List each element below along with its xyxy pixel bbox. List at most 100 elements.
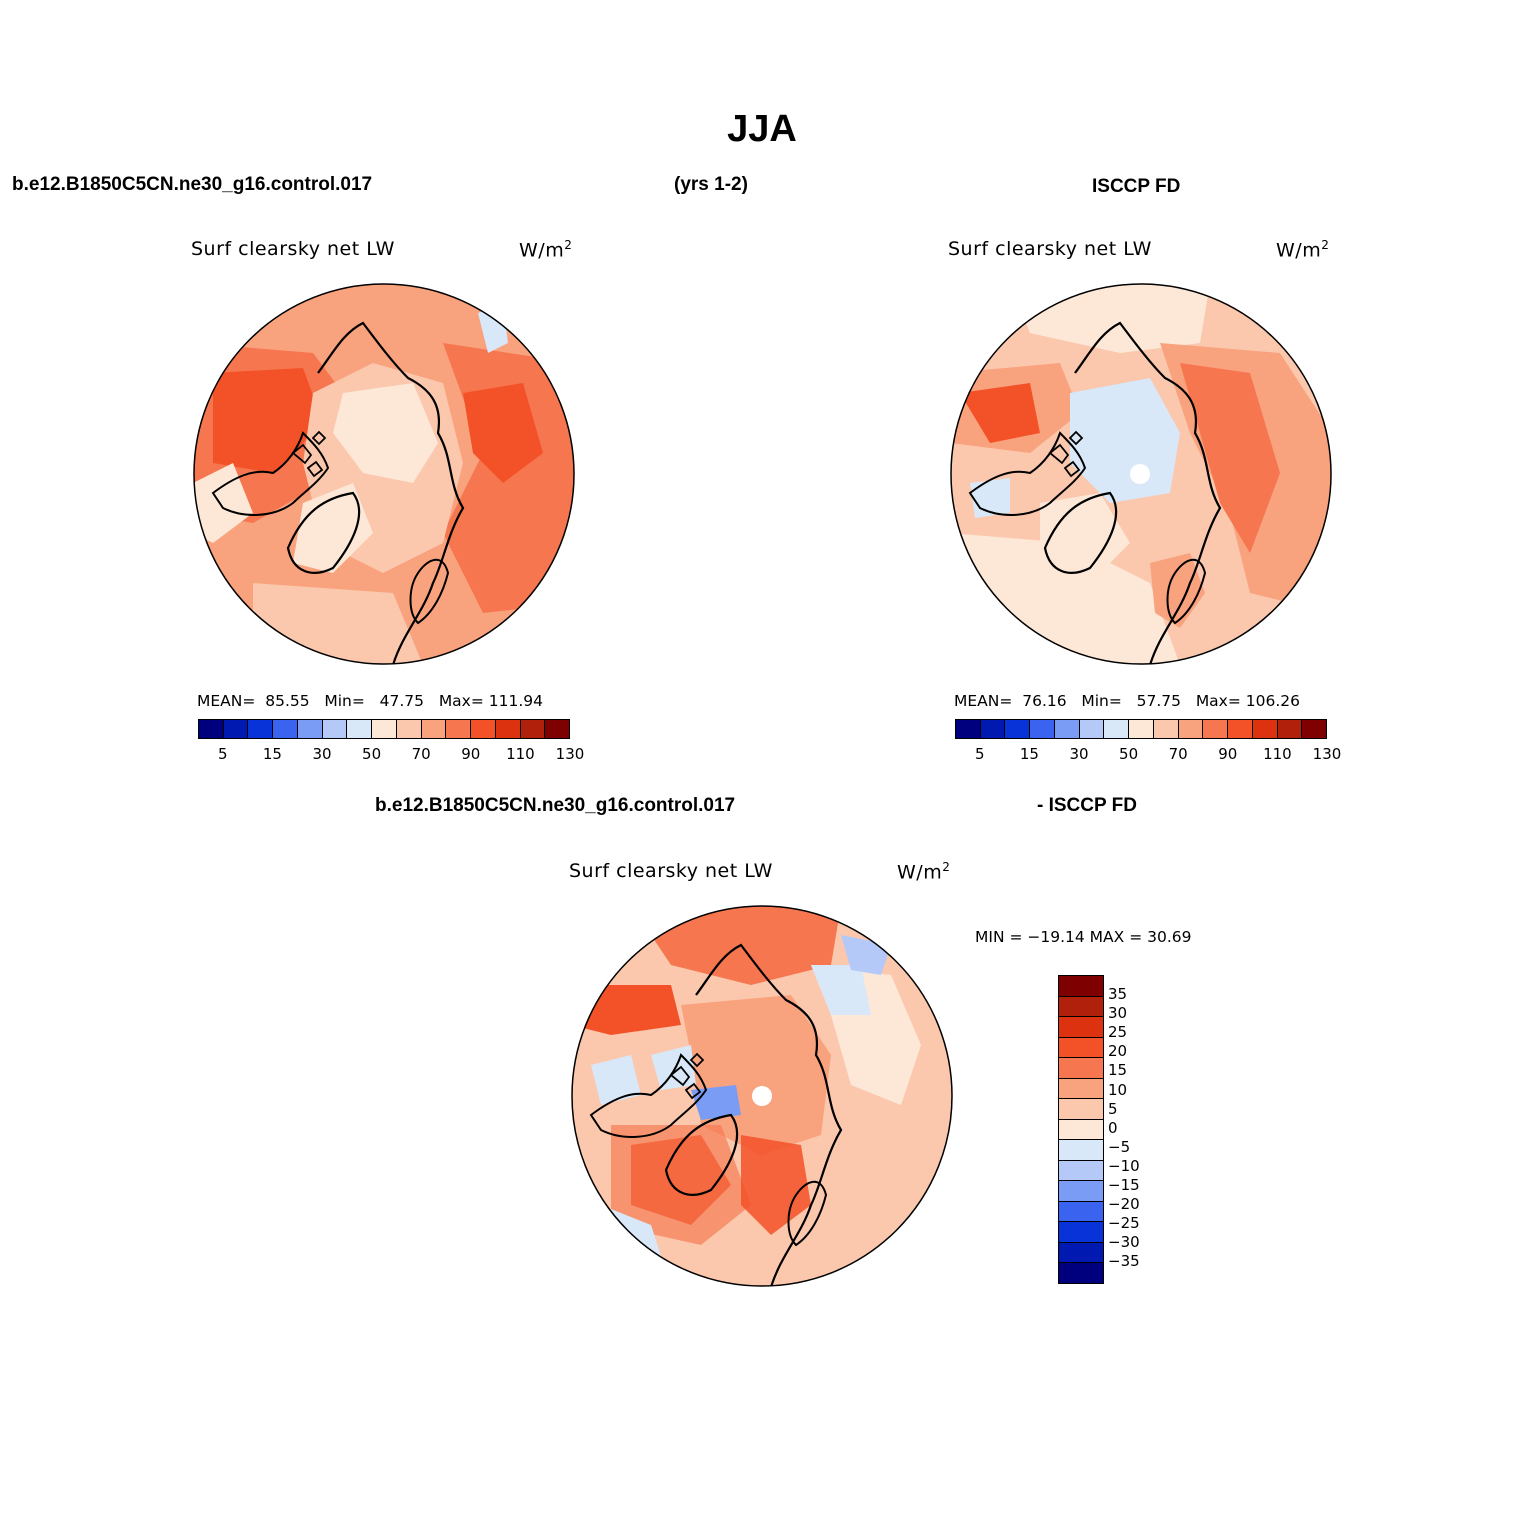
field-region-red-europe: [741, 1135, 811, 1235]
obs-header: ISCCP FD: [1092, 176, 1181, 197]
model-units: W/m2: [519, 238, 573, 262]
colorbar-swatch: [273, 720, 298, 738]
colorbar-tick-label: 70: [1168, 745, 1188, 763]
colorbar-tick-label: 110: [506, 745, 535, 763]
field-region-paleblue-west: [591, 1055, 641, 1105]
coastline-archipelago: [291, 430, 327, 478]
pole-missing-data: [1130, 464, 1150, 484]
colorbar-swatch: [199, 720, 224, 738]
colorbar-swatch: [1059, 1099, 1103, 1120]
field-region-orange-scandinavia: [1150, 553, 1205, 628]
coastline-north-america: [211, 431, 330, 516]
model-min-value: 47.75: [379, 692, 425, 710]
field-region-pale-pole: [333, 383, 438, 483]
colorbar-swatch: [1153, 720, 1179, 738]
map-boundary: [193, 283, 575, 665]
colorbar-tick-label: 50: [1119, 745, 1139, 763]
model-colorbar: [198, 719, 570, 739]
field-region-red-east: [1180, 363, 1280, 553]
coastline-scandinavia: [1166, 558, 1207, 625]
field-region-orange-greenland-rim: [611, 1125, 751, 1245]
field-region-paleblue-pole: [1070, 378, 1180, 503]
field-region-orange-north: [631, 906, 841, 985]
colorbar-tick-label: 30: [1108, 1004, 1128, 1023]
colorbar-swatch: [248, 720, 274, 738]
obs-min-value: 57.75: [1136, 692, 1182, 710]
field-region-red-northwest: [960, 383, 1040, 443]
field-region-paleblue-east: [811, 965, 871, 1015]
years-header: (yrs 1-2): [674, 174, 748, 195]
field-region-pale-greenland: [1040, 493, 1130, 583]
colorbar-swatch: [1059, 976, 1103, 997]
colorbar-tick-label: 5: [1108, 1099, 1118, 1118]
field-region-red-east: [463, 383, 543, 483]
field-region-paleblue-archipelago: [651, 1045, 696, 1090]
map-boundary: [950, 283, 1332, 665]
coastline-greenland: [664, 1113, 739, 1196]
colorbar-swatch: [322, 720, 348, 738]
pole-missing-data: [752, 1086, 772, 1106]
coastline-eurasia: [317, 321, 465, 664]
colorbar-swatch: [1059, 996, 1103, 1018]
obs-polar-map: [950, 283, 1332, 665]
colorbar-swatch: [1302, 720, 1327, 738]
colorbar-tick-label: 5: [975, 745, 985, 763]
colorbar-tick-label: 130: [555, 745, 585, 763]
colorbar-tick-label: −10: [1108, 1156, 1140, 1175]
model-stats: MEAN= 85.55 Min= 47.75 Max= 111.94: [197, 692, 544, 710]
colorbar-swatch: [980, 720, 1006, 738]
diff-minmax: MIN = −19.14 MAX = 30.69: [975, 928, 1192, 946]
colorbar-swatch: [1079, 720, 1105, 738]
colorbar-swatch: [1059, 1181, 1103, 1202]
colorbar-swatch: [1059, 1037, 1103, 1059]
colorbar-swatch: [1203, 720, 1229, 738]
model-case-header: b.e12.B1850C5CN.ne30_g16.control.017: [12, 174, 373, 195]
colorbar-swatch: [1059, 1078, 1103, 1100]
diff-colorbar: [1058, 975, 1104, 1284]
obs-max-value: 106.26: [1245, 692, 1301, 710]
colorbar-swatch: [446, 720, 472, 738]
colorbar-swatch: [421, 720, 447, 738]
coastline-north-america: [968, 431, 1087, 516]
colorbar-swatch: [1059, 1140, 1103, 1161]
colorbar-tick-label: −15: [1108, 1176, 1140, 1194]
colorbar-tick-label: 90: [1218, 745, 1238, 763]
colorbar-tick-label: 15: [1019, 745, 1039, 763]
colorbar-swatch: [1178, 720, 1204, 738]
colorbar-swatch: [223, 720, 249, 738]
colorbar-tick-label: 15: [1108, 1061, 1128, 1080]
coastline-north-america: [589, 1053, 708, 1138]
colorbar-tick-label: 70: [411, 745, 431, 763]
colorbar-tick-label: 20: [1108, 1042, 1128, 1061]
colorbar-swatch: [545, 720, 570, 738]
coastline-eurasia: [695, 943, 843, 1286]
colorbar-swatch: [1059, 1242, 1103, 1264]
coastline-eurasia: [1074, 321, 1222, 664]
colorbar-swatch: [372, 720, 397, 738]
colorbar-swatch: [1228, 720, 1253, 738]
colorbar-swatch: [1252, 720, 1278, 738]
diff-polar-map: [571, 905, 953, 1287]
colorbar-swatch: [347, 720, 373, 738]
colorbar-swatch: [495, 720, 521, 738]
coastline-archipelago: [669, 1052, 705, 1100]
colorbar-swatch: [1059, 1119, 1103, 1141]
colorbar-swatch: [520, 720, 546, 738]
field-region-red-northwest: [213, 368, 323, 473]
colorbar-tick-label: 15: [262, 745, 282, 763]
obs-units: W/m2: [1276, 238, 1330, 262]
colorbar-tick-label: 130: [1312, 745, 1342, 763]
colorbar-tick-label: −35: [1108, 1252, 1140, 1271]
colorbar-swatch: [956, 720, 981, 738]
colorbar-swatch: [1059, 1017, 1103, 1038]
colorbar-swatch: [1005, 720, 1031, 738]
model-variable-title: Surf clearsky net LW: [191, 238, 395, 260]
colorbar-tick-label: 25: [1108, 1023, 1128, 1042]
field-region-pale-greenland: [293, 483, 373, 573]
season-title: JJA: [727, 108, 797, 150]
coastline-greenland: [1043, 491, 1118, 574]
diff-units: W/m2: [897, 860, 951, 884]
model-polar-map: [193, 283, 575, 665]
colorbar-tick-label: 35: [1108, 985, 1128, 1003]
field-region-pale-alaska: [194, 463, 253, 543]
